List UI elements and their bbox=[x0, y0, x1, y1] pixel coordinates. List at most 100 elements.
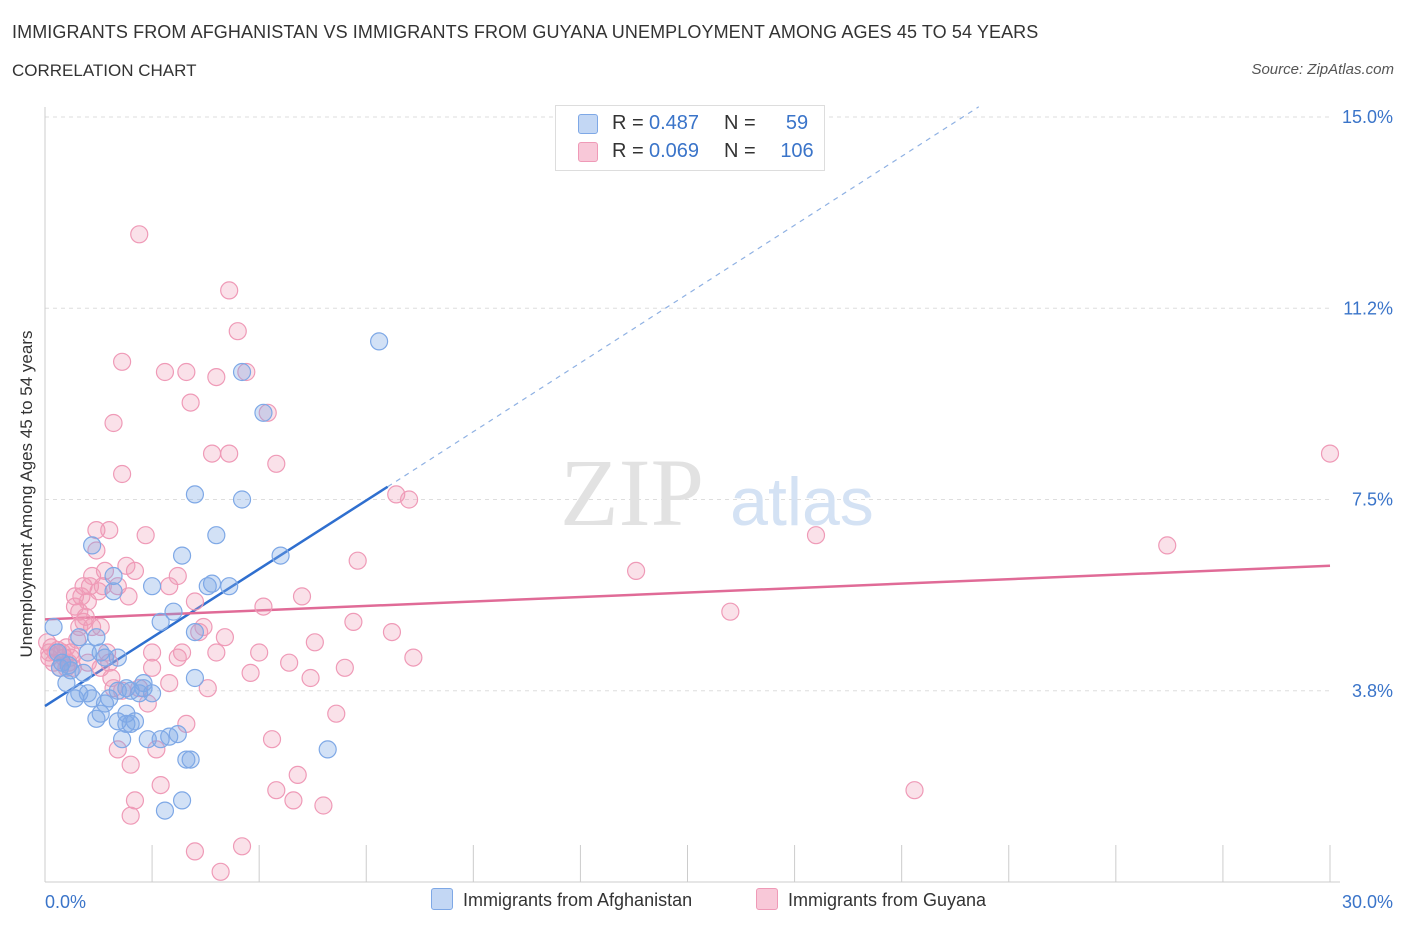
point-guyana bbox=[344, 612, 363, 632]
point-afghanistan bbox=[181, 750, 200, 769]
correlation-legend: R = 0.487 N = 59 R = 0.069 N = 106 bbox=[555, 105, 825, 171]
legend-swatch-afghanistan bbox=[578, 114, 598, 134]
point-afghanistan bbox=[164, 602, 183, 621]
point-afghanistan bbox=[207, 526, 226, 545]
bottom-legend-swatch-guyana bbox=[756, 888, 778, 911]
point-guyana bbox=[95, 561, 115, 581]
point-afghanistan bbox=[254, 403, 273, 422]
point-afghanistan bbox=[172, 546, 192, 565]
trend-line-guyana bbox=[44, 564, 1331, 621]
point-afghanistan bbox=[232, 490, 252, 509]
point-afghanistan bbox=[185, 485, 205, 504]
point-afghanistan bbox=[83, 536, 102, 555]
point-guyana bbox=[125, 561, 145, 581]
point-afghanistan bbox=[91, 704, 110, 723]
point-guyana bbox=[112, 352, 132, 371]
trend-lines bbox=[44, 106, 1331, 708]
legend-n-label: N = bbox=[724, 140, 756, 162]
legend-r-label: R = bbox=[612, 140, 644, 162]
point-guyana bbox=[168, 566, 187, 586]
point-afghanistan bbox=[70, 628, 89, 647]
point-afghanistan bbox=[370, 332, 389, 351]
point-guyana bbox=[108, 740, 127, 759]
point-guyana bbox=[399, 490, 419, 509]
point-guyana bbox=[76, 607, 95, 626]
point-guyana bbox=[220, 281, 239, 300]
watermark: ZIP atlas bbox=[560, 439, 874, 546]
point-guyana bbox=[284, 791, 303, 810]
point-guyana bbox=[155, 362, 175, 382]
point-guyana bbox=[721, 602, 740, 621]
y-tick-label: 11.2% bbox=[1343, 298, 1393, 318]
trend-line-afghanistan-extension bbox=[387, 106, 980, 488]
point-afghanistan bbox=[318, 740, 337, 759]
point-guyana bbox=[125, 791, 145, 810]
point-guyana bbox=[100, 520, 119, 540]
tick-labels: 3.8% 7.5% 11.2% 15.0% 0.0% 30.0% bbox=[45, 107, 1393, 912]
point-guyana bbox=[288, 765, 307, 785]
point-guyana bbox=[117, 556, 136, 575]
point-guyana bbox=[1320, 444, 1340, 463]
point-guyana bbox=[207, 368, 226, 387]
point-afghanistan bbox=[220, 577, 239, 596]
watermark-zip: ZIP bbox=[560, 439, 704, 546]
point-guyana bbox=[267, 781, 286, 800]
point-afghanistan bbox=[78, 643, 97, 662]
point-afghanistan bbox=[95, 648, 115, 667]
point-guyana bbox=[301, 668, 320, 688]
y-tick-label: 7.5% bbox=[1352, 490, 1393, 510]
legend-r-label: R = bbox=[612, 112, 644, 134]
point-guyana bbox=[198, 679, 217, 698]
point-guyana bbox=[267, 454, 286, 473]
point-guyana bbox=[136, 526, 155, 545]
point-guyana bbox=[382, 622, 402, 642]
point-guyana bbox=[305, 633, 324, 652]
point-guyana bbox=[211, 862, 230, 881]
point-afghanistan bbox=[138, 730, 157, 749]
point-guyana bbox=[292, 587, 312, 606]
point-guyana bbox=[905, 781, 924, 800]
watermark-atlas: atlas bbox=[730, 464, 874, 540]
point-afghanistan bbox=[125, 712, 145, 731]
x-tick-label: 0.0% bbox=[45, 892, 86, 912]
legend-r-value: 0.487 bbox=[649, 112, 700, 134]
y-tick-label: 15.0% bbox=[1342, 107, 1393, 127]
trend-line-afghanistan bbox=[44, 485, 389, 708]
source-note: Source: ZipAtlas.com bbox=[1251, 61, 1394, 78]
point-guyana bbox=[806, 526, 826, 545]
point-guyana bbox=[237, 362, 256, 382]
point-guyana bbox=[160, 673, 179, 693]
point-guyana bbox=[404, 648, 423, 667]
point-guyana bbox=[626, 561, 646, 581]
bottom-legend-swatch-afghanistan bbox=[431, 888, 453, 911]
point-guyana bbox=[314, 796, 333, 815]
point-afghanistan bbox=[177, 750, 196, 769]
bottom-legend-guyana: Immigrants from Guyana bbox=[756, 888, 986, 914]
point-afghanistan bbox=[155, 801, 175, 820]
legend-n-value: 59 bbox=[785, 112, 809, 134]
legend-r-value: 0.069 bbox=[649, 140, 700, 162]
point-afghanistan bbox=[104, 582, 123, 601]
chart-subtitle: CORRELATION CHART bbox=[12, 61, 197, 80]
point-guyana bbox=[142, 643, 162, 662]
point-guyana bbox=[215, 628, 234, 647]
point-guyana bbox=[250, 643, 269, 662]
point-guyana bbox=[254, 597, 273, 616]
bottom-legend-label: Immigrants from Afghanistan bbox=[463, 890, 693, 910]
grid-lines bbox=[45, 116, 1330, 692]
point-guyana bbox=[185, 592, 205, 611]
x-tick-label: 30.0% bbox=[1342, 892, 1393, 912]
point-afghanistan bbox=[202, 574, 222, 593]
point-afghanistan bbox=[104, 566, 123, 586]
y-axis-label: Unemployment Among Ages 45 to 54 years bbox=[17, 331, 36, 658]
point-guyana bbox=[280, 653, 299, 672]
point-afghanistan bbox=[172, 791, 192, 810]
point-guyana bbox=[262, 730, 282, 749]
point-afghanistan bbox=[48, 643, 67, 662]
point-guyana bbox=[194, 617, 213, 637]
point-guyana bbox=[232, 837, 252, 856]
point-guyana bbox=[181, 393, 200, 412]
point-guyana bbox=[258, 403, 277, 422]
point-guyana bbox=[151, 775, 170, 795]
point-afghanistan bbox=[112, 730, 132, 749]
